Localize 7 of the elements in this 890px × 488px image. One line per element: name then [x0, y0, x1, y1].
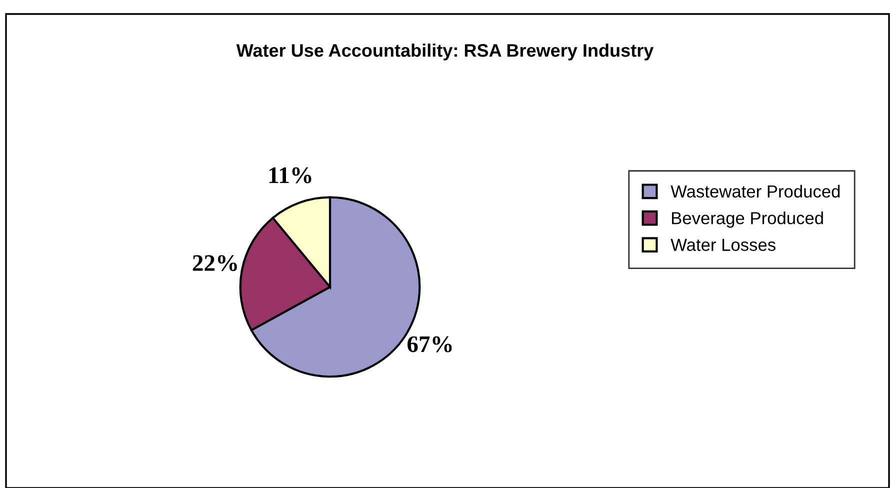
data-label: 11%: [269, 167, 312, 184]
data-label: 22%: [192, 255, 237, 272]
legend-label: Wastewater Produced: [670, 184, 840, 198]
legend-label: Water Losses: [670, 238, 776, 251]
data-label: 67%: [408, 336, 452, 352]
legend-label: Beverage Produced: [672, 212, 823, 228]
chart-title: Water Use Accountability: RSA Brewery Industry: [236, 44, 654, 60]
